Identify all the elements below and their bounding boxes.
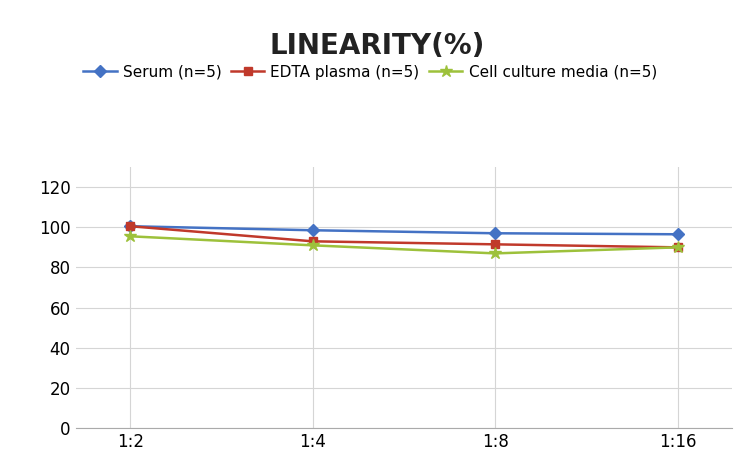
Serum (n=5) (491, 230, 500, 236)
Serum (n=5) (125, 224, 135, 229)
EDTA plasma (n=5) (491, 242, 500, 247)
Serum (n=5) (308, 228, 317, 233)
Line: EDTA plasma (n=5): EDTA plasma (n=5) (126, 222, 682, 252)
Serum (n=5) (673, 231, 683, 237)
Legend: Serum (n=5), EDTA plasma (n=5), Cell culture media (n=5): Serum (n=5), EDTA plasma (n=5), Cell cul… (83, 64, 657, 80)
Cell culture media (n=5) (308, 243, 317, 248)
Cell culture media (n=5) (673, 244, 683, 250)
Text: LINEARITY(%): LINEARITY(%) (270, 32, 485, 60)
Cell culture media (n=5) (491, 251, 500, 256)
EDTA plasma (n=5) (308, 239, 317, 244)
Line: Serum (n=5): Serum (n=5) (126, 222, 682, 239)
EDTA plasma (n=5) (125, 224, 135, 229)
EDTA plasma (n=5) (673, 244, 683, 250)
Line: Cell culture media (n=5): Cell culture media (n=5) (124, 230, 684, 260)
Cell culture media (n=5) (125, 234, 135, 239)
